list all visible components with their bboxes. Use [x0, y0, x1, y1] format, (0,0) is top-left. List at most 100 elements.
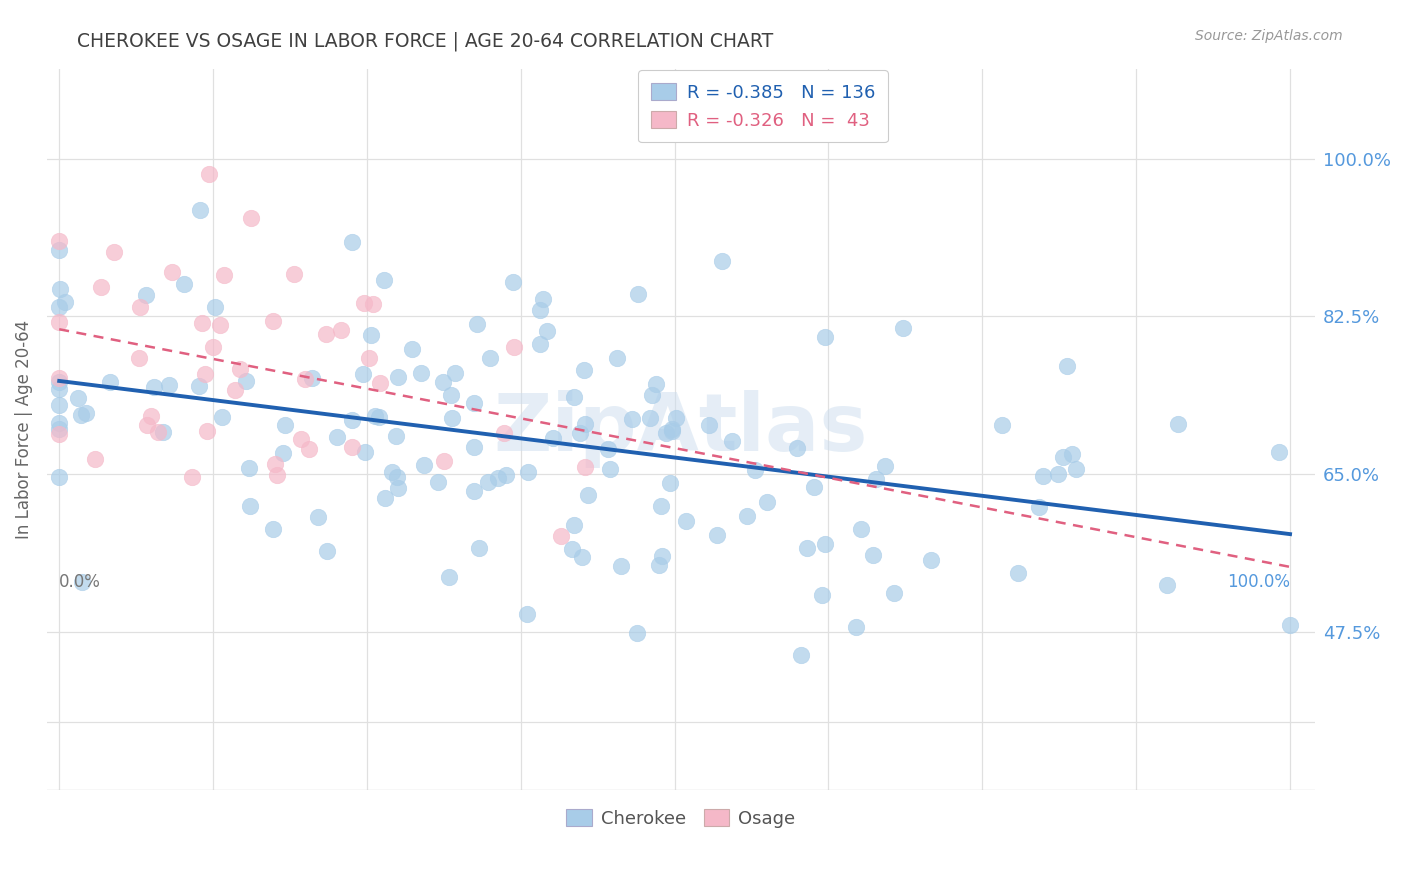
Point — [562, 390, 585, 404]
Point — [638, 411, 661, 425]
Point — [298, 442, 321, 456]
Point — [315, 544, 337, 558]
Point — [340, 412, 363, 426]
Point — [814, 536, 837, 550]
Point — [224, 383, 246, 397]
Point — [599, 462, 621, 476]
Point — [576, 488, 599, 502]
Point — [550, 529, 572, 543]
Point — [48, 315, 70, 329]
Point — [883, 586, 905, 600]
Point — [650, 500, 672, 514]
Point — [135, 287, 157, 301]
Point — [1167, 417, 1189, 431]
Point — [627, 286, 650, 301]
Point — [283, 268, 305, 282]
Point — [387, 481, 409, 495]
Point — [531, 292, 554, 306]
Point — [315, 326, 337, 341]
Point — [1156, 578, 1178, 592]
Point — [373, 273, 395, 287]
Point — [411, 366, 433, 380]
Point — [814, 330, 837, 344]
Point — [359, 351, 381, 365]
Point — [48, 371, 70, 385]
Point — [606, 351, 628, 366]
Point — [48, 376, 70, 390]
Text: 0.0%: 0.0% — [59, 574, 101, 591]
Point — [48, 300, 70, 314]
Point — [387, 370, 409, 384]
Point — [197, 167, 219, 181]
Point — [342, 440, 364, 454]
Point — [598, 442, 620, 456]
Point — [721, 434, 744, 449]
Point — [214, 268, 236, 282]
Point — [786, 441, 808, 455]
Point — [477, 475, 499, 490]
Point — [340, 235, 363, 249]
Point — [160, 265, 183, 279]
Point — [263, 458, 285, 472]
Point — [188, 202, 211, 217]
Point — [495, 468, 517, 483]
Point — [235, 375, 257, 389]
Point — [744, 462, 766, 476]
Point — [173, 277, 195, 291]
Point — [53, 295, 76, 310]
Point — [352, 367, 374, 381]
Point — [574, 459, 596, 474]
Point — [412, 458, 434, 472]
Point — [48, 382, 70, 396]
Point — [75, 406, 97, 420]
Point — [1028, 500, 1050, 514]
Point — [48, 398, 70, 412]
Point — [541, 431, 564, 445]
Point — [991, 418, 1014, 433]
Point — [202, 340, 225, 354]
Point — [266, 467, 288, 482]
Point — [641, 388, 664, 402]
Point — [262, 313, 284, 327]
Point — [194, 367, 217, 381]
Point — [920, 553, 942, 567]
Point — [1052, 450, 1074, 464]
Point — [486, 471, 509, 485]
Point — [433, 454, 456, 468]
Point — [229, 362, 252, 376]
Point — [441, 411, 464, 425]
Point — [401, 342, 423, 356]
Point — [711, 253, 734, 268]
Point — [361, 297, 384, 311]
Point — [697, 418, 720, 433]
Point — [440, 388, 463, 402]
Point — [1066, 462, 1088, 476]
Point — [810, 588, 832, 602]
Point — [294, 372, 316, 386]
Point — [432, 375, 454, 389]
Point — [569, 425, 592, 440]
Point — [48, 422, 70, 436]
Point — [865, 472, 887, 486]
Point — [572, 363, 595, 377]
Point — [502, 275, 524, 289]
Point — [536, 324, 558, 338]
Legend: Cherokee, Osage: Cherokee, Osage — [560, 802, 803, 835]
Point — [1060, 446, 1083, 460]
Point — [1056, 359, 1078, 373]
Point — [48, 243, 70, 257]
Point — [1032, 469, 1054, 483]
Point — [665, 411, 688, 425]
Point — [467, 541, 489, 555]
Point — [645, 377, 668, 392]
Point — [181, 470, 204, 484]
Point — [659, 476, 682, 491]
Point — [98, 375, 121, 389]
Point — [1268, 445, 1291, 459]
Point — [353, 296, 375, 310]
Point — [141, 409, 163, 423]
Point — [516, 465, 538, 479]
Point — [529, 303, 551, 318]
Point — [368, 410, 391, 425]
Point — [574, 417, 596, 432]
